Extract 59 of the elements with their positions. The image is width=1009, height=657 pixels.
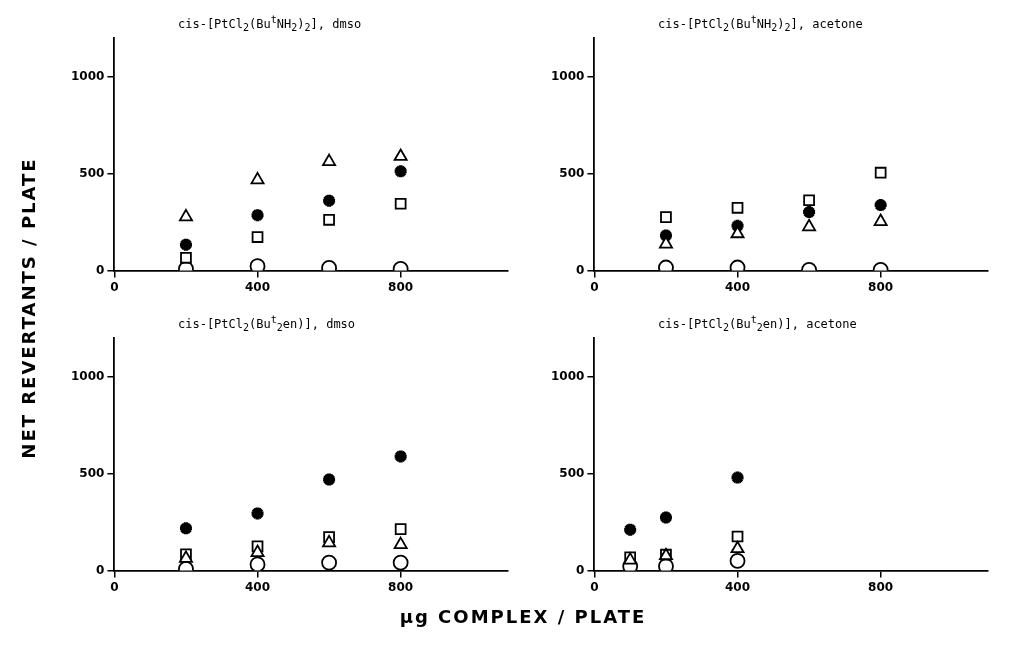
point bbox=[322, 153, 337, 167]
point bbox=[394, 523, 407, 535]
point bbox=[393, 148, 408, 161]
y-axis-title: NET REVERTANTS / PLATE bbox=[17, 157, 39, 459]
point bbox=[321, 471, 338, 488]
point bbox=[249, 207, 266, 224]
x-tick-label: 400 bbox=[724, 279, 751, 294]
point bbox=[392, 163, 409, 180]
x-tick-label: 800 bbox=[868, 579, 894, 594]
x-tick-label: 400 bbox=[245, 279, 271, 294]
point bbox=[321, 192, 338, 209]
y-tick-label: 1000 bbox=[550, 368, 585, 383]
chart-title: cis-[PtCl$_{2}$(Bu$^{t}$NH$_{2}$)$_{2}$], dmso bbox=[178, 14, 362, 34]
point bbox=[177, 236, 194, 253]
y-tick-label: 0 bbox=[576, 562, 585, 577]
x-tick-label: 0 bbox=[590, 279, 599, 294]
chart-title: cis-[PtCl$_{2}$(Bu$^{t}$$_{2}$en)], dmso bbox=[178, 314, 356, 334]
point bbox=[249, 556, 266, 571]
y-tick-label: 1000 bbox=[70, 68, 105, 83]
point bbox=[657, 509, 674, 526]
point bbox=[729, 469, 746, 486]
point bbox=[730, 540, 745, 554]
x-axis-title: µg COMPLEX / PLATE bbox=[398, 606, 648, 627]
point bbox=[393, 536, 408, 550]
y-tick-label: 1000 bbox=[550, 68, 585, 83]
point bbox=[180, 251, 192, 264]
y-tick-label: 0 bbox=[96, 562, 105, 577]
point bbox=[249, 258, 266, 271]
x-tick-label: 800 bbox=[868, 279, 894, 294]
point bbox=[251, 231, 264, 243]
x-tick-label: 400 bbox=[245, 579, 271, 594]
point bbox=[394, 197, 407, 210]
y-tick-label: 1000 bbox=[70, 368, 105, 383]
x-tick-label: 800 bbox=[388, 279, 414, 294]
point bbox=[250, 171, 265, 185]
point bbox=[729, 553, 746, 569]
point bbox=[321, 554, 337, 571]
point bbox=[179, 209, 193, 222]
y-tick-label: 500 bbox=[79, 465, 105, 480]
point bbox=[392, 554, 409, 571]
x-tick-label: 0 bbox=[110, 579, 119, 594]
point bbox=[323, 213, 335, 226]
y-tick-label: 0 bbox=[576, 262, 585, 277]
point bbox=[622, 521, 639, 538]
y-tick-label: 500 bbox=[559, 165, 585, 180]
chart-title: cis-[PtCl$_{2}$(Bu$^{t}$NH$_{2}$)$_{2}$], acetone bbox=[658, 14, 863, 34]
x-tick-label: 0 bbox=[590, 579, 599, 594]
x-tick-label: 800 bbox=[388, 579, 414, 594]
point bbox=[249, 505, 266, 522]
x-tick-label: 0 bbox=[110, 279, 119, 294]
x-tick-label: 400 bbox=[724, 579, 751, 594]
y-tick-label: 0 bbox=[96, 262, 105, 277]
y-tick-label: 500 bbox=[79, 165, 105, 180]
point bbox=[250, 544, 265, 557]
point bbox=[177, 520, 194, 537]
y-tick-label: 500 bbox=[559, 465, 585, 480]
point bbox=[392, 448, 409, 465]
chart-title: cis-[PtCl$_{2}$(Bu$^{t}$$_{2}$en)], acetone bbox=[658, 314, 857, 334]
point bbox=[322, 534, 337, 548]
